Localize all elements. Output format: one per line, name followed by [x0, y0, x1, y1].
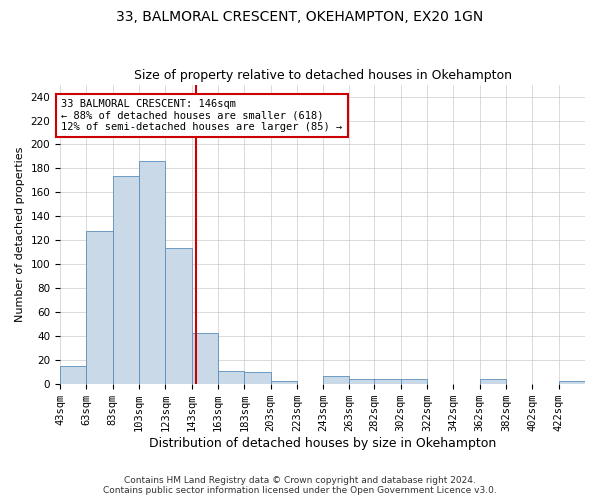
Bar — [271, 380, 297, 384]
Text: 33 BALMORAL CRESCENT: 146sqm
← 88% of detached houses are smaller (618)
12% of s: 33 BALMORAL CRESCENT: 146sqm ← 88% of de… — [61, 99, 343, 132]
Bar — [60, 366, 86, 384]
Bar — [323, 376, 349, 384]
Bar — [374, 380, 401, 384]
Bar — [113, 176, 139, 384]
X-axis label: Distribution of detached houses by size in Okehampton: Distribution of detached houses by size … — [149, 437, 496, 450]
Text: Contains HM Land Registry data © Crown copyright and database right 2024.
Contai: Contains HM Land Registry data © Crown c… — [103, 476, 497, 495]
Bar — [559, 380, 585, 384]
Bar — [86, 231, 113, 384]
Bar — [244, 372, 271, 384]
Bar — [401, 380, 427, 384]
Bar — [349, 380, 376, 384]
Bar — [218, 371, 244, 384]
Y-axis label: Number of detached properties: Number of detached properties — [15, 146, 25, 322]
Text: 33, BALMORAL CRESCENT, OKEHAMPTON, EX20 1GN: 33, BALMORAL CRESCENT, OKEHAMPTON, EX20 … — [116, 10, 484, 24]
Bar — [191, 332, 218, 384]
Bar — [139, 162, 165, 384]
Bar — [165, 248, 191, 384]
Title: Size of property relative to detached houses in Okehampton: Size of property relative to detached ho… — [134, 69, 512, 82]
Bar — [480, 380, 506, 384]
